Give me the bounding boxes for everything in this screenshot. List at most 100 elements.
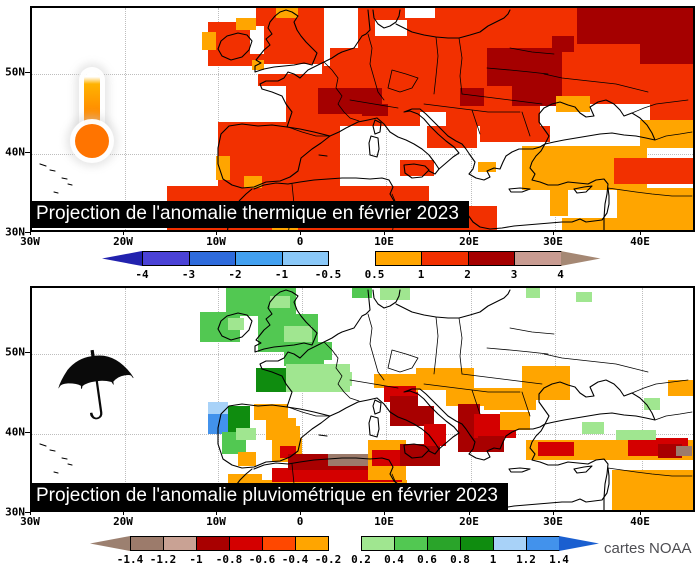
temperature-banner: Projection de l'anomalie thermique en fé… — [32, 201, 469, 228]
anomaly-cell — [582, 422, 604, 434]
thermometer-icon — [74, 72, 110, 160]
colorbar-segment — [394, 536, 428, 551]
lon-tick — [123, 510, 124, 515]
anomaly-cell — [208, 414, 228, 434]
anomaly-cell — [478, 436, 504, 452]
anomaly-cell — [352, 288, 372, 298]
anomaly-cell — [612, 470, 693, 510]
colorbar-segment — [427, 536, 461, 551]
lon-tick — [30, 230, 31, 235]
anomaly-cell — [256, 64, 322, 74]
colorbar-segment — [188, 251, 236, 266]
lon-tick — [640, 230, 641, 235]
anomaly-cell — [228, 318, 244, 330]
colorbar-tick-label: -1.2 — [149, 553, 177, 565]
anomaly-cell — [427, 126, 477, 148]
temperature-lon-axis: 30W 20W 10W 0 10E 20E 30E 40E — [20, 230, 697, 250]
anomaly-cell — [500, 412, 530, 430]
lon-tick-label: 30E — [543, 235, 563, 248]
lon-tick-label: 40E — [630, 515, 650, 528]
lon-tick — [30, 510, 31, 515]
anomaly-cell — [480, 126, 550, 142]
precipitation-colorbar: -1.4 -1.2 -1 -0.8 -0.6 -0.4 -0.2 0.2 0.4 0.6 0.8 1 1… — [90, 536, 610, 565]
anomaly-cell — [460, 88, 484, 106]
anomaly-cell — [668, 380, 693, 396]
anomaly-cell — [218, 122, 340, 186]
anomaly-cell — [216, 156, 230, 180]
anomaly-cell — [617, 188, 693, 230]
lon-tick — [300, 230, 301, 235]
umbrella-icon: ☂ — [46, 326, 147, 448]
anomaly-cell — [236, 428, 256, 440]
anomaly-cell — [328, 454, 368, 466]
lon-tick-label: 10E — [374, 235, 394, 248]
credit-text: cartes NOAA — [604, 540, 692, 557]
colorbar-segment — [163, 536, 197, 551]
colorbar-segment — [262, 536, 296, 551]
lon-tick — [553, 230, 554, 235]
lon-tick-label: 30W — [20, 515, 40, 528]
anomaly-cell — [324, 8, 358, 48]
temperature-lat-axis: 50N 40N 30N — [0, 6, 30, 239]
lat-tick-label: 50N — [5, 65, 25, 79]
lat-tick-label: 40N — [5, 145, 25, 159]
colorbar-arrow-right-icon — [559, 536, 599, 551]
colorbar-tick-label: -1 — [274, 268, 289, 281]
anomaly-cell — [640, 42, 693, 64]
lon-tick — [469, 230, 470, 235]
anomaly-cell — [616, 430, 656, 440]
lon-tick — [300, 510, 301, 515]
lon-tick-label: 20E — [459, 235, 479, 248]
anomaly-cell — [256, 368, 290, 392]
colorbar-tick-label: 1 — [489, 553, 497, 565]
anomaly-cell — [276, 8, 298, 18]
colorbar-segment — [281, 251, 329, 266]
lon-tick — [123, 230, 124, 235]
colorbar-tick-label: 2 — [464, 268, 471, 281]
colorbar-tick-label: 4 — [557, 268, 564, 281]
colorbar-arrow-right-icon — [560, 251, 601, 266]
colorbar-segment — [374, 251, 422, 266]
precipitation-lat-axis: 50N 40N 30N — [0, 286, 30, 519]
anomaly-cell — [550, 190, 568, 216]
colorbar-tick-label: -0.4 — [281, 553, 309, 565]
lat-tick — [25, 432, 30, 433]
lon-tick — [216, 230, 217, 235]
anomaly-cell — [424, 424, 446, 446]
colorbar-segment — [421, 251, 469, 266]
anomaly-cell — [478, 162, 496, 172]
colorbar-segment — [196, 536, 230, 551]
lon-tick-label: 20W — [113, 235, 133, 248]
temperature-anomaly-cells — [32, 8, 693, 230]
anomaly-cell — [252, 60, 264, 70]
anomaly-cell — [254, 86, 286, 122]
colorbar-segment — [460, 536, 494, 551]
lat-tick — [25, 232, 30, 233]
colorbar-tick-label: 1.4 — [549, 553, 569, 565]
anomaly-cell — [484, 388, 536, 410]
precipitation-map-panel: ☂ Projection de l'anomalie pluviométriqu… — [30, 286, 695, 512]
lon-tick-label: 20E — [459, 515, 479, 528]
colorbar-tick-label: 0.6 — [417, 553, 437, 565]
anomaly-cell — [556, 96, 590, 112]
colorbar-tick-label: 0.8 — [450, 553, 470, 565]
anomaly-cell — [640, 120, 693, 148]
anomaly-cell — [526, 288, 540, 298]
colorbar-segment — [526, 536, 560, 551]
colorbar-tick-label: 1 — [417, 268, 425, 281]
colorbar-segment — [514, 251, 562, 266]
colorbar-segment — [235, 251, 283, 266]
anomaly-cell — [420, 112, 446, 126]
anomaly-cell — [380, 288, 410, 300]
anomaly-cell — [400, 160, 434, 176]
lon-tick — [384, 230, 385, 235]
colorbar-tick-label: 0.4 — [384, 553, 404, 565]
colorbar-tick-label: 1.2 — [516, 553, 536, 565]
colorbar-tick-label: 0.2 — [351, 553, 371, 565]
lat-tick-label: 30N — [5, 505, 25, 519]
colorbar-segment — [130, 536, 164, 551]
lon-tick-label: 30E — [543, 515, 563, 528]
lon-tick — [553, 510, 554, 515]
anomaly-cell — [418, 390, 446, 406]
